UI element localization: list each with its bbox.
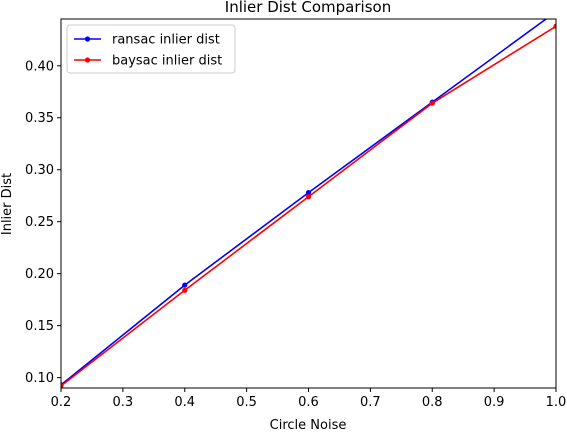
y-tick-label: 0.40	[25, 59, 54, 74]
legend: ransac inlier dist baysac inlier dist	[66, 24, 236, 74]
x-tick-label: 0.9	[484, 395, 505, 410]
series-1-point	[182, 287, 188, 293]
legend-label-1: baysac inlier dist	[112, 54, 222, 69]
x-axis: 0.2 0.3 0.4 0.5 0.6 0.7 0.8 0.9 1.0	[51, 388, 567, 410]
series-1-point	[61, 383, 64, 388]
legend-label-0: ransac inlier dist	[112, 33, 220, 48]
chart-title: Inlier Dist Comparison	[225, 0, 391, 16]
x-tick-label: 0.2	[51, 395, 72, 410]
legend-marker-0	[84, 36, 91, 42]
x-tick-label: 0.7	[360, 395, 381, 410]
x-tick-label: 0.6	[298, 395, 319, 410]
legend-marker-1	[84, 57, 91, 63]
series-line-1	[61, 25, 556, 387]
series-0-point	[305, 189, 312, 196]
series-1-point	[553, 23, 556, 29]
x-tick-label: 0.5	[236, 395, 257, 410]
y-tick-label: 0.20	[25, 267, 54, 282]
series-layer	[61, 9, 558, 388]
series-1-point	[305, 194, 312, 200]
y-tick-label: 0.10	[25, 371, 54, 386]
x-tick-label: 0.8	[422, 395, 443, 410]
series-0-point	[182, 282, 188, 288]
y-tick-label: 0.15	[25, 319, 54, 334]
x-tick-label: 0.3	[113, 395, 134, 410]
series-0-point	[553, 9, 558, 14]
y-axis-label: Inlier Dist	[0, 173, 15, 235]
y-tick-label: 0.30	[25, 163, 54, 178]
y-tick-label: 0.35	[25, 111, 54, 126]
x-tick-label: 1.0	[546, 395, 567, 410]
y-axis: 0.10 0.15 0.20 0.25 0.30 0.35 0.40	[25, 59, 61, 386]
y-tick-label: 0.25	[25, 215, 54, 230]
plot-frame	[60, 18, 557, 389]
x-axis-label: Circle Noise	[270, 418, 347, 433]
series-1-point	[429, 100, 435, 106]
x-tick-label: 0.4	[174, 395, 195, 410]
legend-box	[66, 24, 236, 74]
